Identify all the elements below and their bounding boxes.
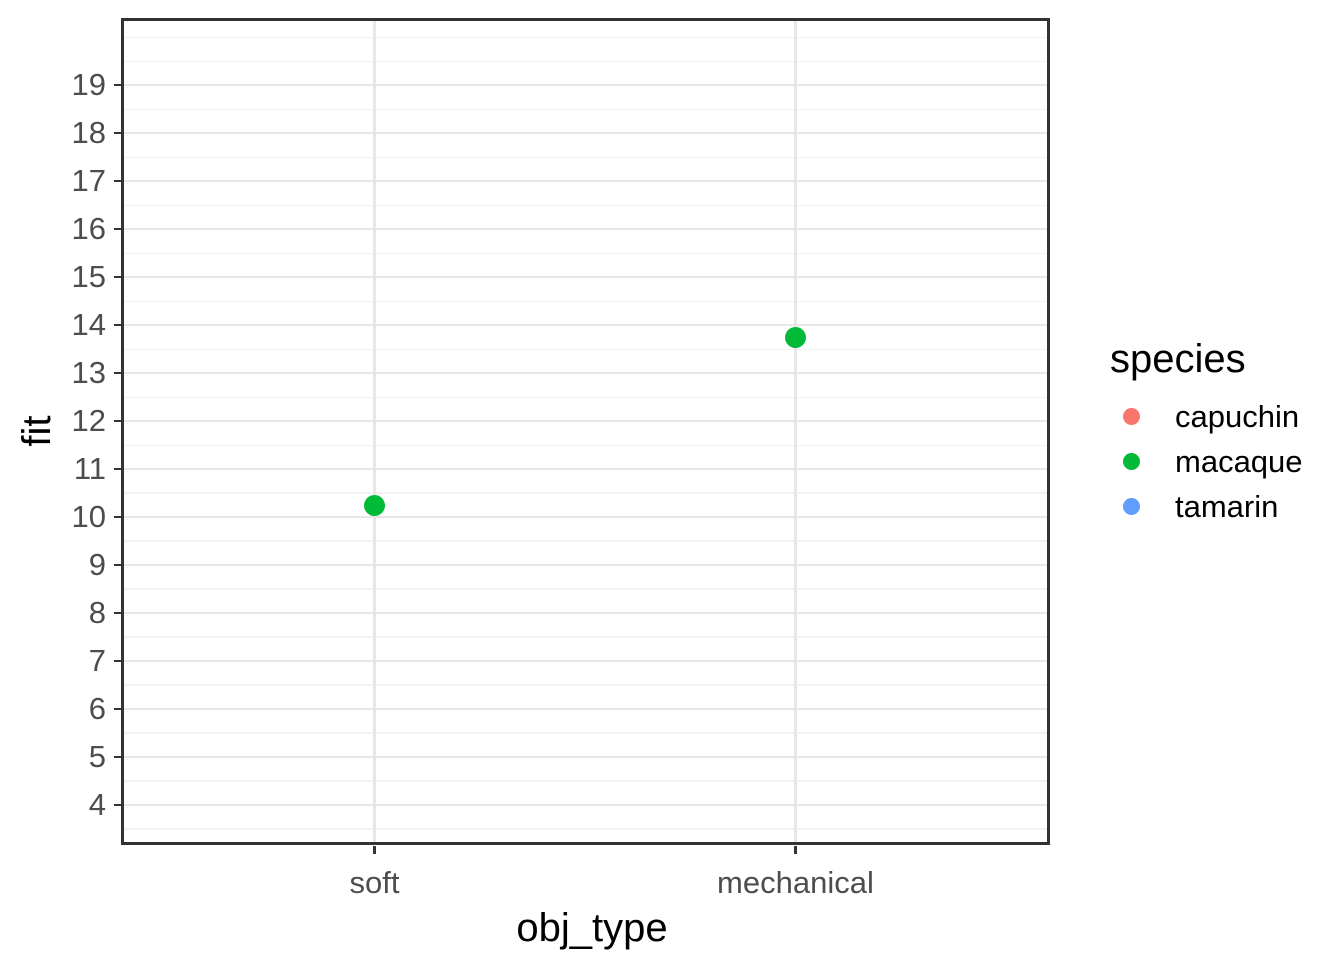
legend-item-macaque: macaque [1110,439,1303,484]
y-tick-label: 18 [71,115,106,151]
x-tick-mark [373,846,376,854]
y-tick-label: 5 [88,739,106,775]
y-tick-label: 7 [88,643,106,679]
y-tick-label: 19 [71,67,106,103]
y-tick-label: 16 [71,211,106,247]
x-tick-mark [794,846,797,854]
x-tick-label: mechanical [717,865,874,900]
capuchin-point-icon [1123,408,1140,425]
tamarin-point-icon [1123,498,1140,515]
y-tick-label: 9 [88,547,106,583]
legend-title: species [1110,337,1246,381]
x-axis-title: obj_type [516,906,668,950]
legend-label: capuchin [1175,398,1300,434]
plot-panel-border [120,17,1050,845]
legend-item-capuchin: capuchin [1110,394,1303,439]
x-tick-label: soft [349,865,400,900]
legend-item-tamarin: tamarin [1110,484,1303,529]
legend-label: tamarin [1175,488,1279,524]
macaque-point-icon [1123,453,1140,470]
legend: species capuchin macaque tamarin [1110,338,1303,529]
legend-label: macaque [1175,443,1303,479]
legend-items: capuchin macaque tamarin [1110,394,1303,529]
y-tick-label: 4 [88,787,106,823]
y-tick-label: 8 [88,595,106,631]
y-tick-label: 15 [71,259,106,295]
y-tick-label: 17 [71,163,106,199]
y-tick-label: 6 [88,691,106,727]
y-axis-title: fit [15,415,59,447]
